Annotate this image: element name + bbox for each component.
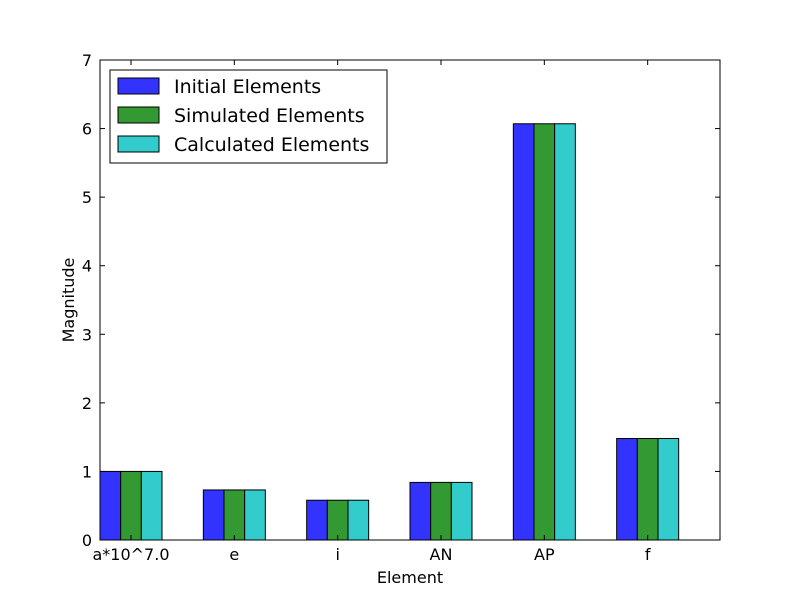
legend-items: Initial Elements Simulated Elements Calcul… (117, 76, 369, 156)
x-axis-title: Element (377, 568, 443, 587)
x-tick-label: AN (430, 545, 453, 564)
y-tick-label: 6 (82, 120, 92, 139)
bar (616, 438, 638, 541)
bar (512, 123, 535, 541)
y-tick-label: 2 (82, 394, 92, 413)
legend-swatch (117, 77, 160, 95)
plot-area-frame (99, 59, 721, 541)
bar (657, 438, 680, 541)
bar (409, 481, 432, 541)
bar (347, 499, 370, 541)
bar (450, 481, 473, 541)
legend-label: Initial Elements (174, 76, 321, 98)
y-tick-label: 7 (82, 51, 92, 70)
x-tick-label: i (335, 545, 339, 564)
ticks-layer (100, 59, 720, 541)
legend-label: Simulated Elements (174, 105, 365, 127)
x-tick-label: f (645, 545, 651, 564)
x-tick-label: a*10^7.0 (92, 545, 169, 564)
bar (326, 499, 349, 541)
bar (140, 470, 163, 541)
x-tick-labels: a*10^7.0 e i AN AP f (92, 545, 650, 564)
x-tick-label: e (229, 545, 239, 564)
legend-swatch (117, 135, 160, 153)
bar (244, 489, 266, 541)
bars-layer (99, 123, 680, 541)
y-tick-label: 0 (82, 531, 92, 550)
x-tick-label: AP (534, 545, 555, 564)
legend-label: Calculated Elements (174, 134, 369, 156)
bar (99, 470, 122, 541)
y-axis-title: Magnitude (59, 258, 78, 343)
y-tick-label: 5 (82, 188, 92, 207)
bar (554, 123, 576, 541)
legend-swatch (117, 106, 160, 124)
bar (533, 123, 556, 541)
bar (636, 438, 659, 541)
y-tick-label: 4 (82, 257, 92, 276)
y-tick-label: 1 (82, 462, 92, 481)
y-tick-label: 3 (82, 325, 92, 344)
bar (430, 481, 452, 541)
bar (202, 489, 225, 541)
bar (306, 499, 328, 541)
y-tick-labels: 0 1 2 3 4 5 6 7 (82, 51, 92, 550)
bar (120, 470, 142, 541)
legend: Initial Elements Simulated Elements Calcul… (109, 69, 388, 164)
bar (223, 489, 246, 541)
